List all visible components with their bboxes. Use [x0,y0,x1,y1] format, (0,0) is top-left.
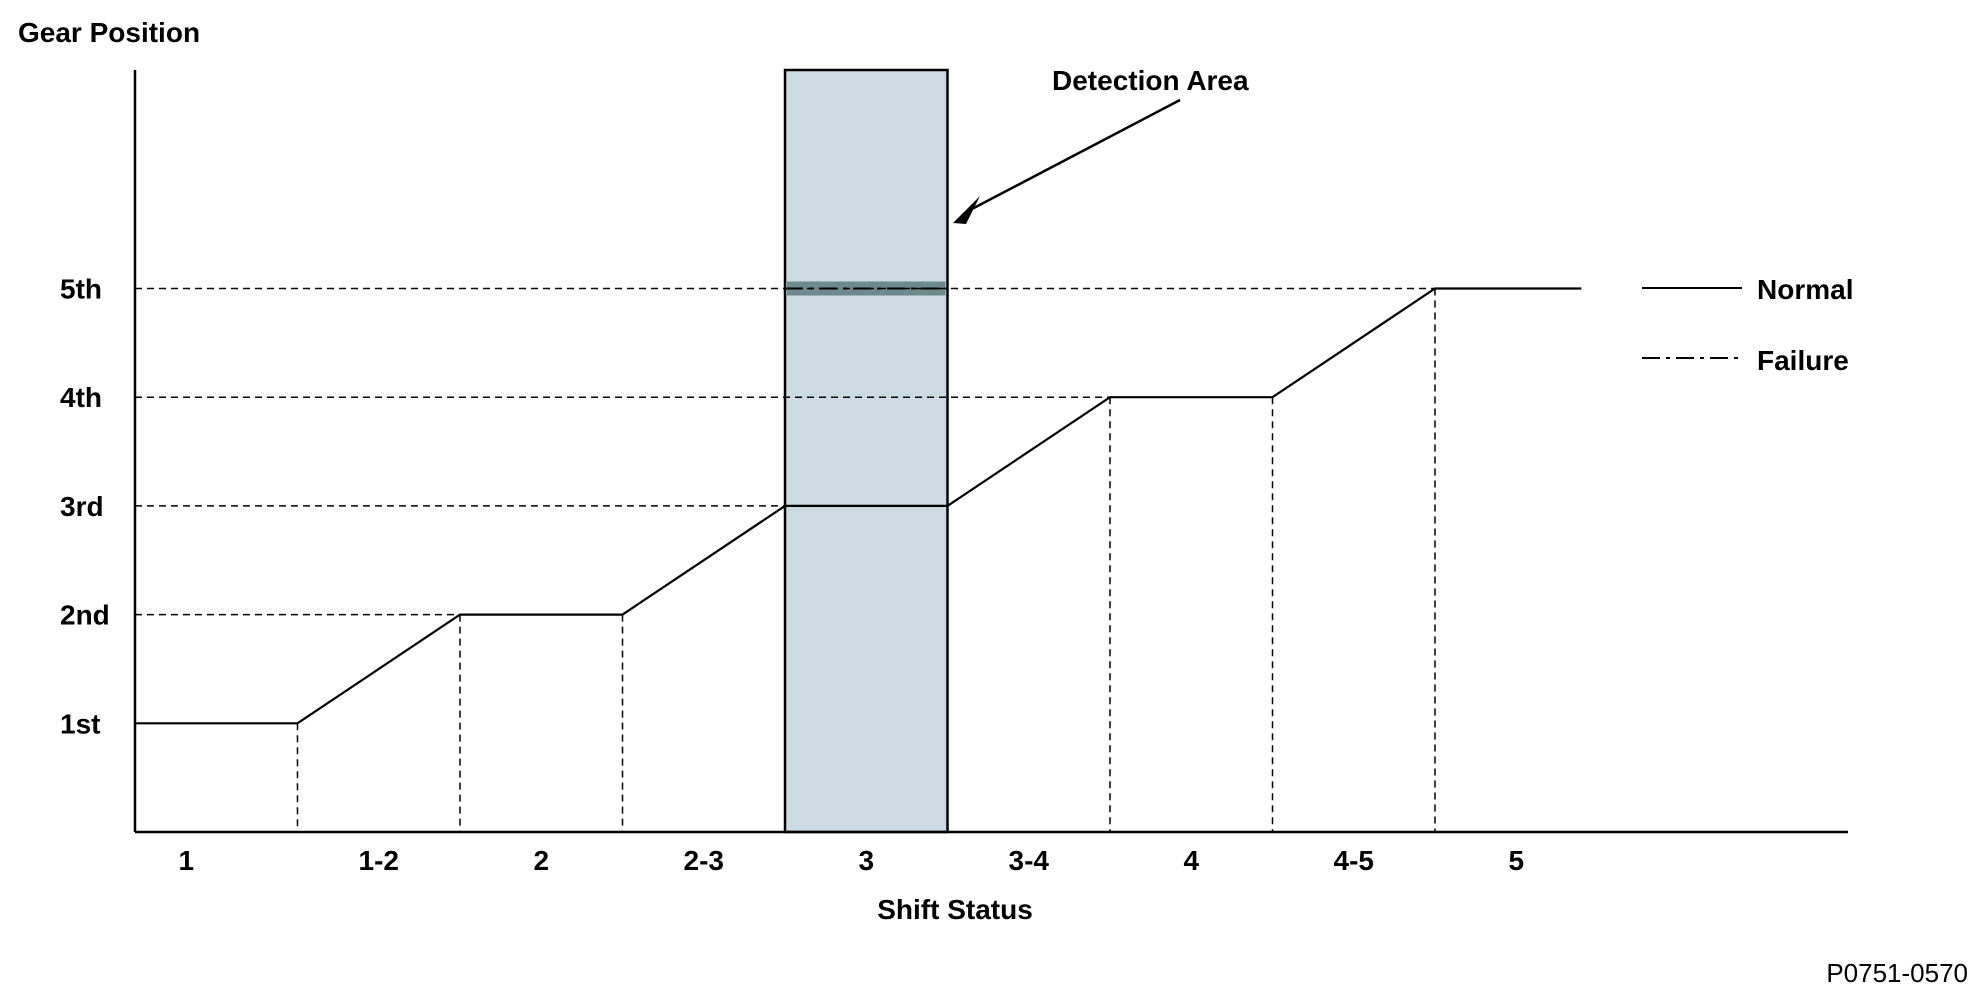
legend-failure-label: Failure [1757,345,1849,376]
y-tick-2nd: 2nd [60,600,110,631]
detection-area-box [783,68,949,834]
x-axis-title: Shift Status [877,894,1033,925]
x-tick-5: 5 [1508,845,1524,876]
detection-area-arrow [969,98,1181,212]
x-tick-labels: 1 1-2 2 2-3 3 3-4 4 4-5 5 [178,845,1524,876]
x-tick-1-2: 1-2 [359,845,399,876]
legend-normal-label: Normal [1757,274,1853,305]
x-tick-3: 3 [858,845,874,876]
y-tick-labels: 1st 2nd 3rd 4th 5th [60,274,110,740]
figure-code: P0751-0570 [1826,958,1968,988]
x-tick-3-4: 3-4 [1009,845,1050,876]
y-tick-3rd: 3rd [60,491,104,522]
x-tick-4-5: 4-5 [1334,845,1374,876]
series-group [135,287,1582,725]
vertical-guide-lines [296,288,1436,832]
x-tick-4: 4 [1183,845,1199,876]
x-tick-2: 2 [533,845,549,876]
y-tick-1st: 1st [60,708,100,739]
series-normal-line [135,287,1582,725]
y-tick-5th: 5th [60,274,102,305]
x-tick-1: 1 [178,845,194,876]
x-tick-2-3: 2-3 [684,845,724,876]
y-axis-title: Gear Position [18,17,200,48]
detection-area-label: Detection Area [1052,65,1249,96]
legend: Normal Failure [1642,274,1853,376]
y-tick-4th: 4th [60,382,102,413]
arrowhead-icon [953,196,980,224]
